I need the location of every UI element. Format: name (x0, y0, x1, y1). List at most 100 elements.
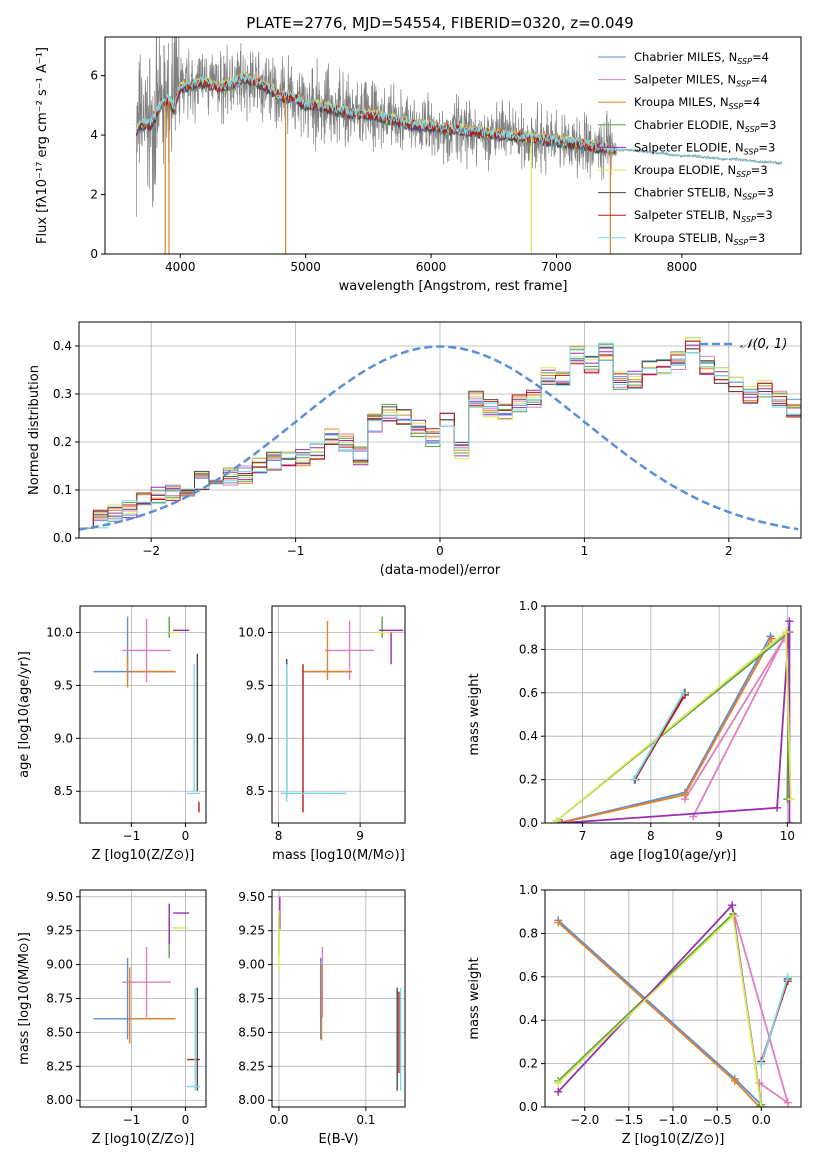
y-tick-label: 0.2 (519, 773, 538, 787)
x-tick-label: −2 (142, 544, 160, 558)
legend-count: =3 (756, 208, 773, 222)
x-tick-label: 1 (581, 544, 589, 558)
mass-vs-ebv-panel: 0.0 0.1 8.00 8.25 8.50 8.75 9.00 9.25 9.50 E(B-V) (238, 889, 406, 1147)
y-tick-label: 9.0 (246, 731, 265, 745)
legend-count: =3 (757, 186, 774, 200)
histogram-step-chabrier-elodie (79, 343, 801, 529)
legend-subscript: SSP (736, 80, 751, 89)
legend-text: Salpeter STELIB, N (634, 208, 741, 222)
y-tick-label: 8.5 (246, 784, 265, 798)
mass-weight-marker (757, 1103, 766, 1107)
mass-weight-marker (773, 803, 782, 812)
y-tick-label: 0.1 (53, 483, 72, 497)
mass-weight-marker (558, 819, 567, 823)
y-tick-label: 8.25 (46, 1059, 73, 1073)
mass-weight-vs-metallicity-panel: −2.0 −1.5 −1.0 −0.5 0.0 0.0 0.2 0.4 0.6 0.8 1.0 Z [… (467, 883, 802, 1147)
mass-weight-marker (554, 1079, 563, 1088)
legend-subscript: SSP (737, 57, 752, 66)
plot-area (545, 890, 801, 1107)
x-axis-label: E(B-V) (318, 1132, 358, 1147)
y-tick-label: 9.25 (46, 924, 73, 938)
legend-entry-label: 𝒩(0, 1) (740, 337, 787, 352)
mass-weight-marker (629, 775, 638, 784)
mass-weight-marker (554, 918, 563, 927)
y-tick-label: 0.4 (519, 1013, 538, 1027)
x-tick-label: 0 (436, 544, 444, 558)
legend-entry-label: Chabrier MILES, NSSP=4 (634, 50, 769, 66)
y-tick-label: 0.0 (53, 531, 72, 545)
y-tick-label: 4 (90, 128, 98, 142)
x-tick-label: −1.5 (614, 1113, 643, 1127)
y-tick-label: 0.8 (519, 642, 538, 656)
legend-text: Kroupa ELODIE, N (634, 163, 736, 177)
legend-subscript: SSP (741, 215, 756, 224)
legend-entry-label: Salpeter MILES, NSSP=4 (634, 73, 768, 89)
y-tick-label: 6 (90, 69, 98, 83)
y-tick-label: 0.0 (519, 816, 538, 830)
y-tick-label: 0 (90, 247, 98, 261)
legend-text: Kroupa STELIB, N (634, 231, 734, 245)
legend-text: Chabrier ELODIE, N (634, 118, 745, 132)
y-tick-label: 1.0 (519, 599, 538, 613)
mass-weight-line-kroupa-stelib (760, 976, 789, 1064)
plot-area (80, 606, 206, 823)
mass-weight-marker (757, 1059, 766, 1068)
mass-weight-marker (785, 617, 794, 626)
legend-entry-label: Salpeter STELIB, NSSP=3 (634, 208, 773, 224)
legend-text: Chabrier STELIB, N (634, 186, 742, 200)
mass-weight-marker (781, 628, 790, 637)
y-tick-label: 0.0 (519, 1100, 538, 1114)
legend-entry-label: Salpeter ELODIE, NSSP=3 (634, 140, 775, 156)
legend-entry-label: Kroupa ELODIE, NSSP=3 (634, 163, 768, 179)
mass-weight-marker (786, 795, 795, 804)
histogram-step-kroupa-stelib (79, 342, 801, 529)
x-axis-label: Z [log10(Z/Z⊙)] (92, 1132, 195, 1147)
legend-text: Salpeter ELODIE, N (634, 140, 744, 154)
legend-count: =3 (758, 140, 775, 154)
mass-weight-marker (783, 1098, 792, 1107)
y-tick-label: 9.5 (246, 678, 265, 692)
mass-weight-marker (680, 790, 689, 799)
axes-frame (79, 605, 207, 824)
y-tick-label: 9.25 (238, 924, 265, 938)
x-tick-label: −0.5 (703, 1113, 732, 1127)
age-vs-mass-panel: 8 9 8.5 9.0 9.5 10.0 mass [log10(M/M⊙)] (238, 605, 406, 863)
mass-weight-vs-age-panel: 7 8 9 10 0.0 0.2 0.4 0.6 0.8 1.0 age [log10(age/yr… (467, 599, 802, 863)
legend-text: Kroupa MILES, N (634, 95, 729, 109)
y-tick-label: 0.6 (519, 970, 538, 984)
plot-area (272, 890, 405, 1107)
x-tick-label: 0 (182, 1113, 190, 1127)
mass-weight-marker (554, 1087, 563, 1096)
age-vs-metallicity-panel: −1 0 8.5 9.0 9.5 10.0 Z [log10(Z/Z⊙)] age [log1… (17, 605, 207, 863)
legend-text: Salpeter MILES, N (634, 73, 736, 87)
y-axis-label: mass weight (467, 957, 482, 1039)
legend-count: =3 (751, 163, 768, 177)
mass-weight-marker (767, 634, 776, 643)
mass-weight-line-salpeter-miles (684, 638, 785, 817)
legend-subscript: SSP (745, 125, 760, 134)
mass-weight-line-kroupa-miles (557, 921, 761, 1107)
x-tick-label: 7000 (541, 260, 572, 274)
legend-entry-label: Chabrier STELIB, NSSP=3 (634, 186, 774, 202)
mass-vs-metallicity-panel: −1 0 8.00 8.25 8.50 8.75 9.00 9.25 9.50 Z [log10(… (17, 889, 207, 1147)
y-tick-label: 9.00 (238, 958, 265, 972)
mass-weight-marker (755, 1079, 764, 1088)
y-tick-label: 0.2 (53, 435, 72, 449)
x-tick-label: 0.0 (269, 1113, 288, 1127)
model-spectrum-tail (606, 148, 783, 164)
y-tick-label: 0.4 (519, 729, 538, 743)
plot-area (80, 890, 206, 1107)
normal-curve (79, 345, 799, 531)
x-tick-label: 8 (647, 829, 655, 843)
y-tick-label: 8.00 (46, 1093, 73, 1107)
axes-frame (544, 605, 802, 824)
y-tick-label: 1.0 (519, 883, 538, 897)
plot-area (272, 606, 405, 823)
mass-weight-line-kroupa-stelib (632, 692, 685, 781)
model-spectrum-salpeter-stelib (135, 73, 617, 154)
y-tick-label: 9.0 (54, 731, 73, 745)
x-tick-label: 10 (780, 829, 795, 843)
mass-weight-marker (679, 688, 688, 697)
